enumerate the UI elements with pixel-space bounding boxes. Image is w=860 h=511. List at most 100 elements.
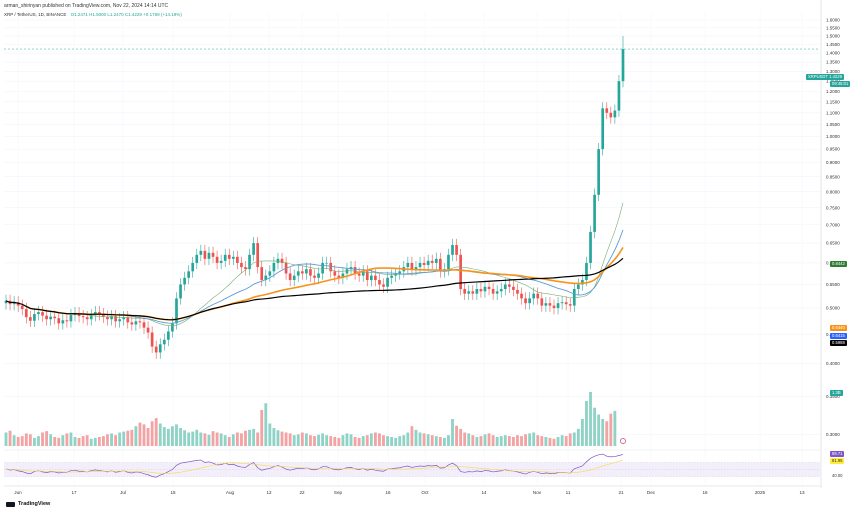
candle-body <box>61 320 65 324</box>
candle-body <box>467 291 471 294</box>
price-tick-label: 1.3500 <box>826 60 840 65</box>
candle-body <box>248 254 251 270</box>
candle-body <box>524 298 527 304</box>
candle-body <box>191 262 195 272</box>
volume-bar <box>24 433 28 446</box>
ma-black-tag: 0.5988 <box>830 340 847 346</box>
price-tick-label: 0.5500 <box>826 282 840 287</box>
candle-body <box>45 315 48 320</box>
volume-bar <box>438 437 442 446</box>
candle-body <box>150 332 154 347</box>
price-axis: 1.6000 1.5500 1.5000 1.4500 1.4000 1.3500 1.30… <box>820 0 840 488</box>
candle-body <box>57 318 61 324</box>
volume-bar <box>333 437 337 446</box>
volume-bar <box>560 435 564 446</box>
volume-bar <box>304 433 308 446</box>
volume-bar <box>256 432 260 446</box>
volume-bar <box>110 433 113 446</box>
volume-bar <box>69 432 73 446</box>
candle-body <box>548 303 552 306</box>
symbol-line: XRP / TetherUS, 1D, BINANCE O1.2471 H1.5… <box>4 12 182 17</box>
volume-bar <box>73 437 77 446</box>
time-tick-label: 2025 <box>755 490 766 495</box>
candle-body <box>12 302 16 305</box>
candlesticks <box>4 36 626 444</box>
volume-bar <box>32 437 36 446</box>
price-tick-label: 0.4000 <box>826 361 840 366</box>
volume-bar <box>41 432 44 446</box>
volume-bar <box>503 435 507 446</box>
time-tick-label: 22 <box>299 490 305 495</box>
candle-body <box>65 320 69 322</box>
volume-bar <box>150 421 154 446</box>
candle-body <box>426 260 430 266</box>
price-tick-label: 0.5000 <box>826 306 840 311</box>
volume-bar <box>53 437 57 446</box>
volume-bar <box>49 434 53 446</box>
volume-bar <box>296 434 300 446</box>
candle-body <box>528 298 531 304</box>
candle-body <box>369 275 373 281</box>
volume-tag: 1.3B <box>830 390 843 396</box>
candle-body <box>167 331 170 340</box>
candle-body <box>211 252 215 257</box>
price-tick-label: 1.5000 <box>826 34 840 39</box>
volume-bar <box>16 437 20 446</box>
price-tick-label: 1.4000 <box>826 51 840 56</box>
tradingview-logo-text: TradingView <box>18 501 51 507</box>
price-tick-label: 0.6500 <box>826 241 840 246</box>
candle-body <box>292 275 296 281</box>
volume-bar <box>353 437 357 446</box>
volume-bar <box>475 437 479 446</box>
tradingview-logo-icon <box>6 501 15 507</box>
volume-bar <box>219 433 223 446</box>
volume-bar <box>605 421 609 446</box>
volume-bar <box>520 436 523 446</box>
candle-body <box>102 314 105 317</box>
volume-bar <box>386 436 389 446</box>
candle-body <box>85 317 89 320</box>
candle-body <box>264 275 268 281</box>
time-tick-label: Dec <box>647 490 656 495</box>
volume-bar <box>516 435 519 446</box>
volume-bar <box>601 419 605 446</box>
rsi-tag: 89.71 <box>830 451 845 457</box>
price-tick-label: 1.1000 <box>826 110 840 115</box>
volume-bar <box>284 432 288 446</box>
candle-body <box>520 293 523 299</box>
candle-body <box>305 269 308 274</box>
candle-body <box>171 323 174 332</box>
price-tick-label: 0.8000 <box>826 189 840 194</box>
candle-body <box>410 262 414 270</box>
candle-body <box>252 243 255 255</box>
volume-bar <box>114 435 118 446</box>
candle-body <box>418 262 422 268</box>
tradingview-logo[interactable]: TradingView <box>6 501 50 507</box>
volume-bar <box>398 436 402 446</box>
candle-body <box>475 289 479 294</box>
volume-bar <box>4 432 8 446</box>
time-tick-label: 21 <box>618 490 624 495</box>
volume-bar <box>341 435 345 446</box>
candle-body <box>398 271 402 274</box>
volume-bar <box>106 434 109 446</box>
candle-body <box>406 262 410 268</box>
candle-body <box>540 298 544 306</box>
ma-blue-line <box>26 229 624 324</box>
time-tick-label: 14 <box>481 490 487 495</box>
candle-body <box>126 317 130 323</box>
candle-body <box>130 322 134 325</box>
volume-bar <box>81 436 85 446</box>
volume-bar <box>325 435 329 446</box>
volume-bar <box>260 410 264 446</box>
volume-bar <box>37 436 40 446</box>
volume-bar <box>207 434 211 446</box>
candle-body <box>81 316 85 318</box>
time-tick-label: Aug <box>226 490 235 495</box>
candle-body <box>110 316 113 320</box>
candle-body <box>589 231 592 263</box>
volume-bar <box>552 438 556 446</box>
candle-body <box>203 250 207 259</box>
volume-bar <box>365 435 369 446</box>
